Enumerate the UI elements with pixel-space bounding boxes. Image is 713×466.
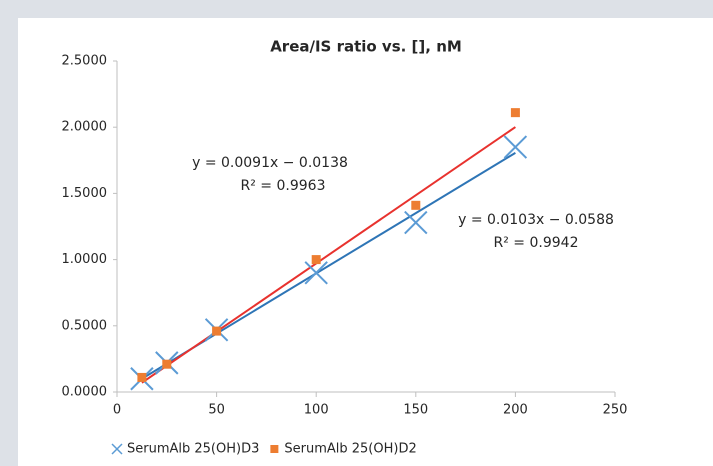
chart-area [18, 18, 713, 466]
y-tick-label: 2.0000 [62, 120, 108, 135]
marker-square [137, 372, 147, 382]
y-tick-label: 1.5000 [62, 186, 108, 201]
marker-square [411, 200, 421, 210]
chart-title: Area/IS ratio vs. [], nM [270, 38, 462, 56]
marker-x [304, 261, 328, 285]
trendline-r2: R² = 0.9963 [241, 178, 326, 194]
marker-square [162, 359, 172, 369]
marker-x [404, 210, 428, 235]
y-tick-label: 1.0000 [62, 252, 108, 267]
trendline-equation: y = 0.0091x − 0.0138 [192, 155, 348, 171]
y-tick-label: 2.5000 [62, 54, 108, 69]
trendline-equation: y = 0.0103x − 0.0588 [458, 212, 614, 228]
trendline [141, 126, 516, 384]
legend-label: SerumAlb 25(OH)D3 [127, 442, 259, 457]
x-tick-label: 50 [208, 403, 225, 418]
legend-label: SerumAlb 25(OH)D2 [284, 442, 416, 457]
marker-square [311, 255, 321, 265]
x-tick-label: 200 [503, 403, 528, 418]
y-tick-label: 0.0000 [62, 385, 108, 400]
y-tick-label: 0.5000 [62, 318, 108, 333]
legend-marker [270, 445, 279, 453]
marker-square [510, 108, 520, 118]
x-tick-label: 0 [113, 403, 121, 418]
trendline-r2: R² = 0.9942 [494, 235, 579, 251]
marker-x [503, 135, 528, 159]
x-tick-label: 100 [304, 403, 329, 418]
legend-marker [111, 443, 123, 455]
x-tick-label: 250 [603, 403, 628, 418]
marker-square [212, 326, 222, 336]
x-tick-label: 150 [403, 403, 428, 418]
